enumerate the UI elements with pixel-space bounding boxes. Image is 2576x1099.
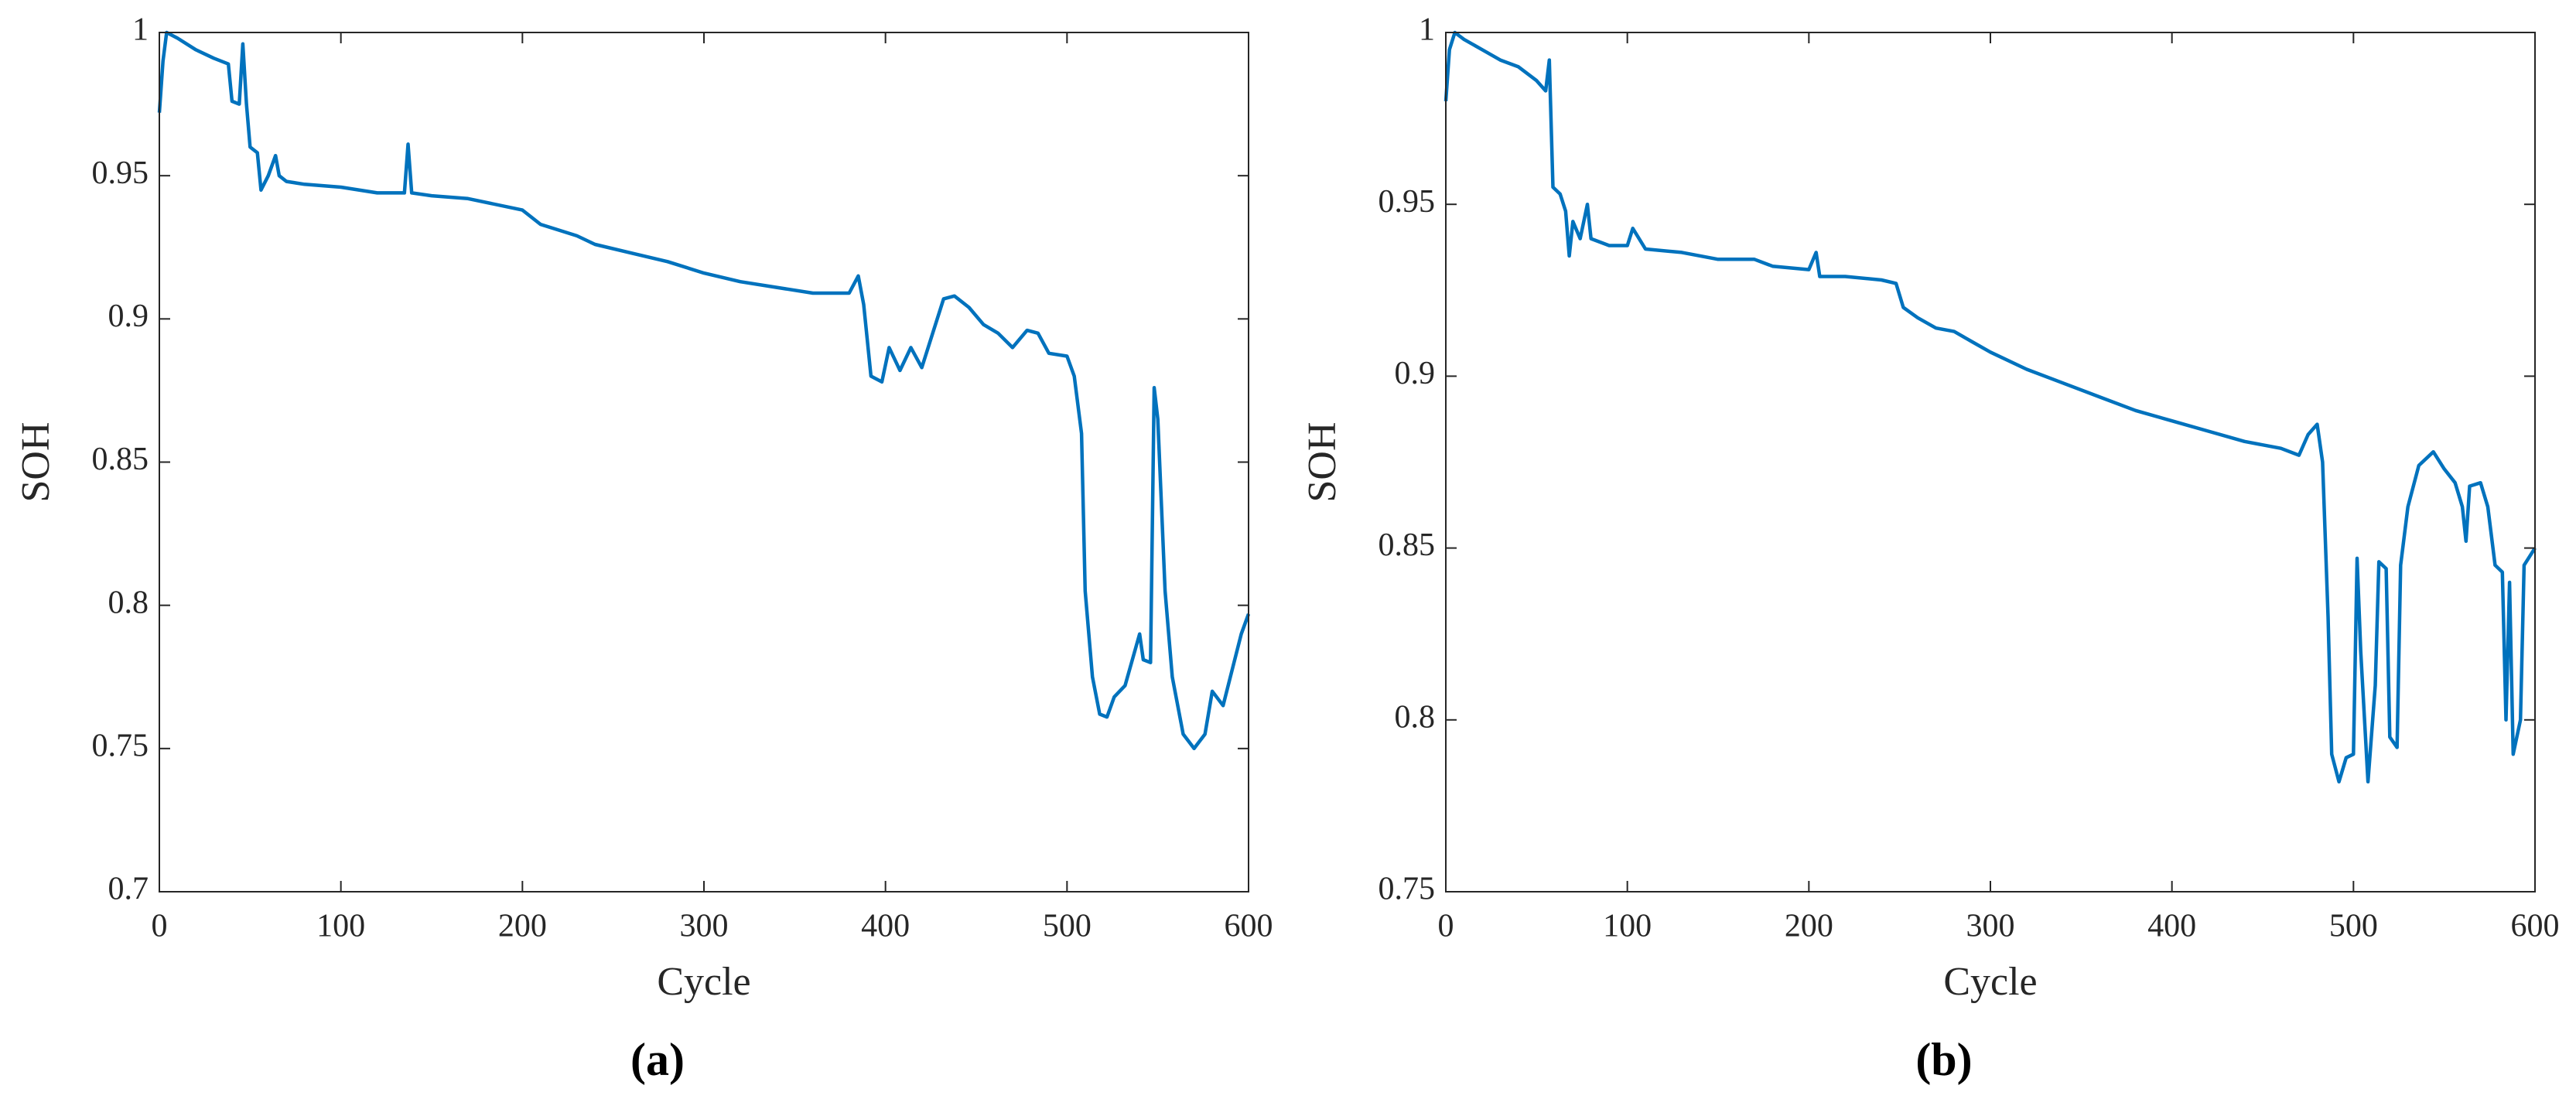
plot-frame	[159, 32, 1249, 893]
y-axis-label: SOH	[14, 422, 58, 502]
y-tick-label: 0.95	[92, 155, 149, 191]
x-tick-label: 500	[2329, 909, 2378, 944]
x-tick-label: 0	[152, 909, 168, 944]
y-tick-label: 0.75	[92, 728, 149, 763]
x-tick-label: 200	[498, 909, 547, 944]
x-tick-label: 300	[1966, 909, 2015, 944]
y-tick-label: 1	[1419, 12, 1435, 48]
panel-caption: (a)	[630, 1034, 685, 1085]
soh-line	[157, 30, 1251, 751]
x-tick-label: 100	[316, 909, 365, 944]
y-tick-label: 0.85	[92, 442, 149, 477]
x-axis-label: Cycle	[1943, 960, 2037, 1004]
x-tick-label: 100	[1603, 909, 1652, 944]
x-tick-label: 0	[1438, 909, 1454, 944]
plot-frame	[1445, 32, 2536, 893]
y-tick-label: 0.8	[1395, 699, 1436, 735]
x-axis-label: Cycle	[657, 960, 750, 1004]
panel-caption: (b)	[1915, 1034, 1972, 1085]
x-tick-label: 500	[1043, 909, 1092, 944]
y-tick-label: 0.8	[108, 585, 149, 620]
x-tick-label: 600	[1225, 909, 1273, 944]
x-tick-label: 400	[861, 909, 910, 944]
y-tick-label: 0.75	[1379, 872, 1436, 907]
y-tick-label: 0.9	[108, 299, 149, 334]
x-tick-label: 200	[1785, 909, 1833, 944]
y-tick-label: 0.7	[108, 872, 149, 907]
x-tick-label: 400	[2147, 909, 2196, 944]
y-tick-label: 0.9	[1395, 356, 1436, 391]
y-axis-label: SOH	[1300, 422, 1344, 502]
y-tick-label: 0.85	[1379, 527, 1436, 563]
soh-line	[1443, 30, 2537, 784]
x-tick-label: 600	[2511, 909, 2560, 944]
y-tick-label: 0.95	[1379, 184, 1436, 220]
y-tick-label: 1	[132, 12, 149, 48]
x-tick-label: 300	[680, 909, 729, 944]
